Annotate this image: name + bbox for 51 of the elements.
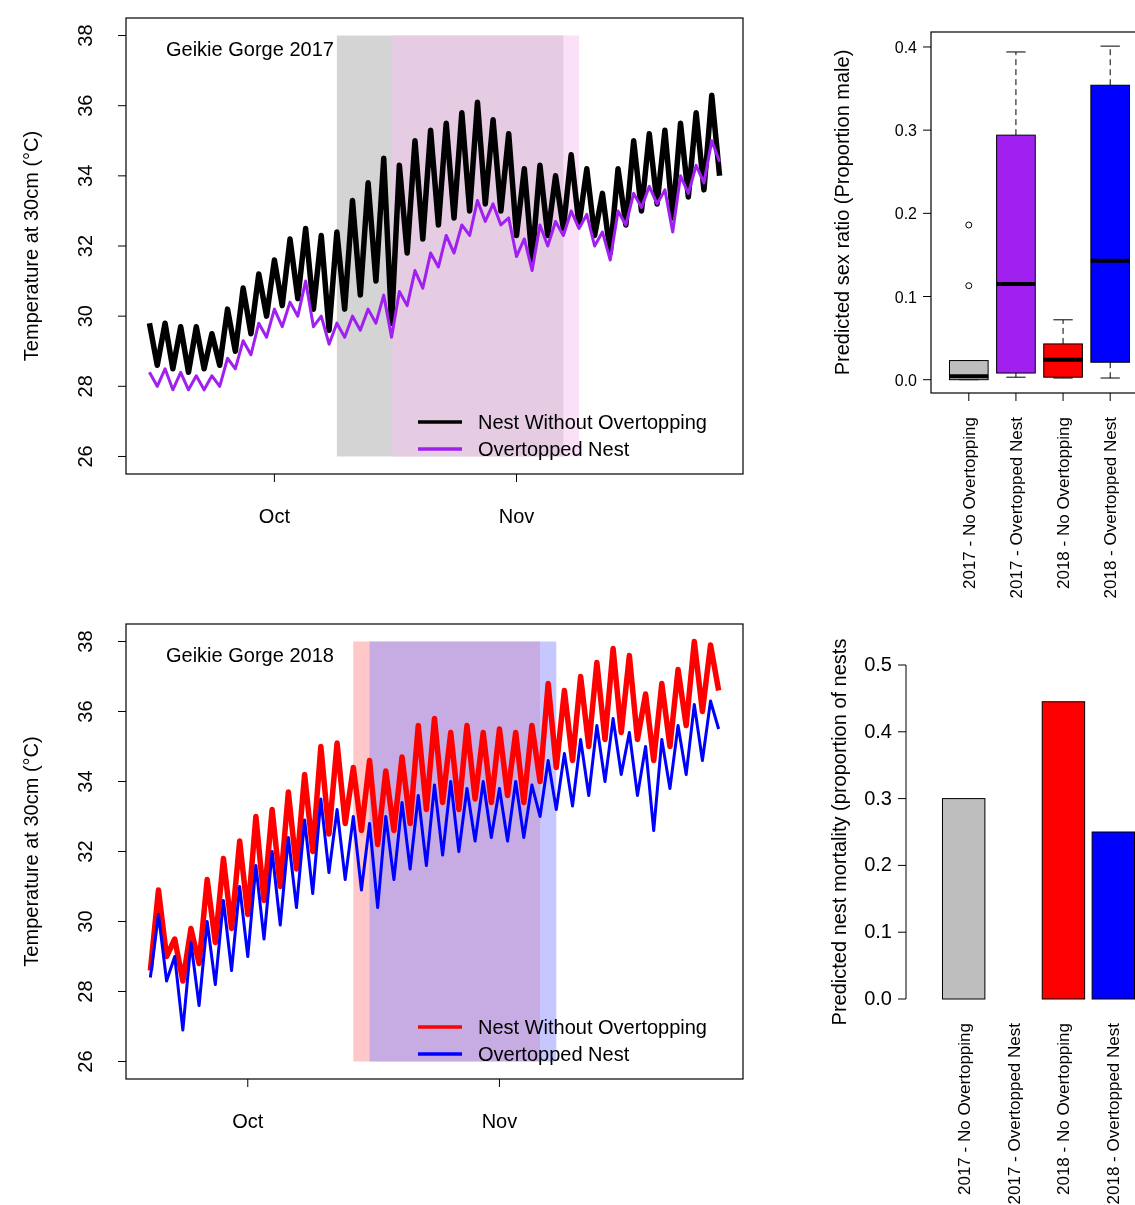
y-tick-label: 32	[74, 234, 96, 258]
legend-label: Overtopped Nest	[478, 438, 630, 460]
x-tick-label: Nov	[498, 505, 535, 527]
y-tick-label: 30	[74, 305, 96, 328]
y-tick-label: 38	[74, 24, 96, 47]
legend-label: Nest Without Overtopping	[478, 1016, 707, 1038]
y-tick-label: 0.2	[864, 853, 892, 876]
x-tick-label: 2017 - No Overtopping	[954, 1023, 974, 1195]
line-series	[147, 139, 722, 392]
y-tick-label: 26	[74, 445, 96, 468]
y-tick-label: 36	[74, 94, 96, 117]
y-tick-label: 34	[74, 164, 96, 187]
y-axis-title: Predicted sex ratio (Proportion male)	[831, 49, 853, 376]
y-axis-title: Predicted nest mortality (proportion of nests	[828, 638, 850, 1026]
text: Geikie Gorge 2018	[166, 644, 334, 666]
y-tick-label: 34	[74, 770, 96, 793]
x-tick-label: Oct	[232, 1110, 264, 1132]
x-tick-label: 2017 - Overtopped Nest	[1004, 1022, 1024, 1205]
y-tick-label: 0.5	[864, 653, 892, 675]
y-tick-label: 32	[74, 840, 96, 863]
y-tick-label: 0.1	[894, 288, 918, 306]
y-axis-title: Temperature at 30cm (°C)	[20, 736, 42, 967]
x-tick-label: Oct	[258, 505, 291, 527]
y-axis-title: Temperature at 30cm (°C)	[20, 130, 42, 362]
y-tick-label: 28	[74, 375, 96, 398]
y-tick-label: 30	[74, 910, 96, 933]
y-tick-label: 28	[74, 980, 96, 1003]
bar	[1091, 831, 1135, 1000]
y-tick-label: 0.4	[864, 719, 892, 742]
x-tick-label: 2018 - No Overtopping	[1054, 1023, 1074, 1195]
x-tick-label: 2017 - No Overtopping	[959, 417, 979, 589]
x-tick-label: 2018 - Overtopped Nest	[1104, 1022, 1124, 1205]
x-tick-label: 2017 - Overtopped Nest	[1006, 416, 1026, 599]
text: Geikie Gorge 2017	[166, 38, 334, 60]
bar	[1041, 701, 1086, 1000]
legend-label: Nest Without Overtopping	[478, 411, 707, 433]
x-tick-label: 2018 - Overtopped Nest	[1101, 416, 1121, 599]
y-tick-label: 0.3	[864, 786, 892, 809]
y-tick-label: 0.3	[894, 122, 918, 140]
bar	[941, 798, 986, 1000]
y-tick-label: 0.0	[894, 371, 918, 389]
x-tick-label: Nov	[481, 1110, 518, 1132]
y-tick-label: 36	[74, 700, 96, 723]
y-tick-label: 0.1	[864, 920, 892, 943]
y-tick-label: 0.4	[894, 38, 918, 56]
y-tick-label: 0.0	[864, 987, 892, 1009]
y-tick-label: 38	[74, 630, 96, 653]
y-tick-label: 26	[74, 1050, 96, 1073]
legend-label: Overtopped Nest	[478, 1043, 630, 1065]
x-tick-label: 2018 - No Overtopping	[1054, 417, 1074, 589]
y-tick-label: 0.2	[894, 205, 918, 223]
